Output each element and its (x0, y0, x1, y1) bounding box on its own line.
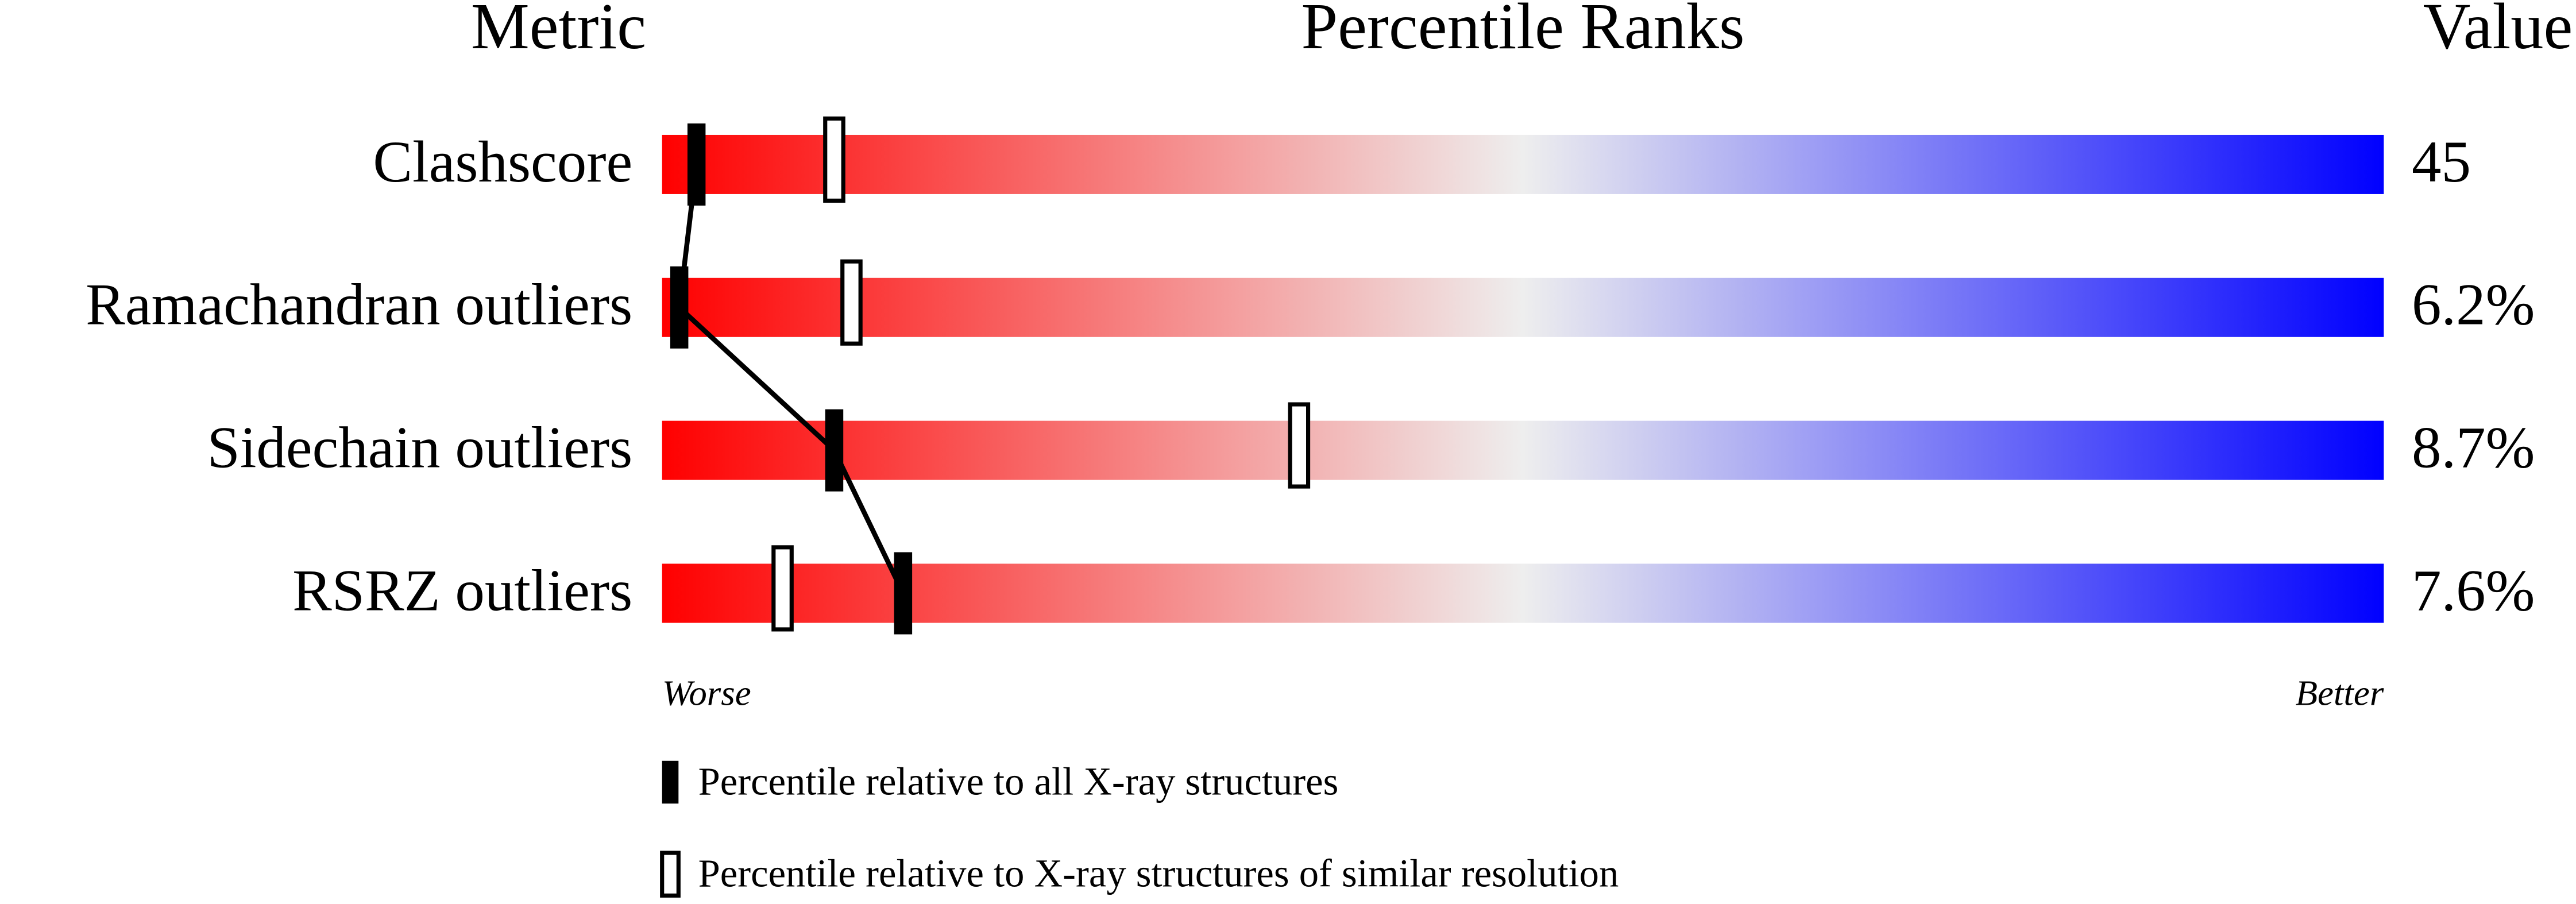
metric-value: 45 (2412, 129, 2471, 195)
percentile-bar (662, 563, 2384, 623)
marker-similar (823, 116, 845, 203)
legend-swatch (662, 760, 679, 804)
metric-value: 6.2% (2412, 272, 2535, 338)
legend-label: Percentile relative to all X-ray structu… (698, 759, 1339, 803)
legend-swatch (660, 851, 681, 898)
marker-all (894, 552, 913, 635)
connector-line (677, 164, 906, 594)
marker-all (825, 409, 844, 492)
marker-all (670, 266, 689, 349)
header-ranks: Percentile Ranks (1301, 0, 1745, 63)
metric-label: Ramachandran outliers (86, 272, 632, 338)
better-label: Better (2296, 673, 2384, 713)
legend-label: Percentile relative to X-ray structures … (698, 852, 1619, 895)
header-metric: Metric (471, 0, 646, 63)
marker-similar (840, 259, 863, 346)
metric-value: 7.6% (2412, 558, 2535, 623)
worse-label: Worse (662, 673, 751, 713)
metric-value: 8.7% (2412, 415, 2535, 480)
percentile-bar (662, 277, 2384, 337)
marker-similar (771, 545, 794, 632)
percentile-bar (662, 420, 2384, 480)
metric-label: Sidechain outliers (207, 415, 633, 480)
marker-similar (1288, 402, 1311, 489)
marker-all (687, 123, 706, 206)
metric-label: RSRZ outliers (292, 558, 632, 623)
metric-label: Clashscore (373, 129, 632, 195)
header-value: Value (2423, 0, 2573, 63)
percentile-bar (662, 134, 2384, 194)
